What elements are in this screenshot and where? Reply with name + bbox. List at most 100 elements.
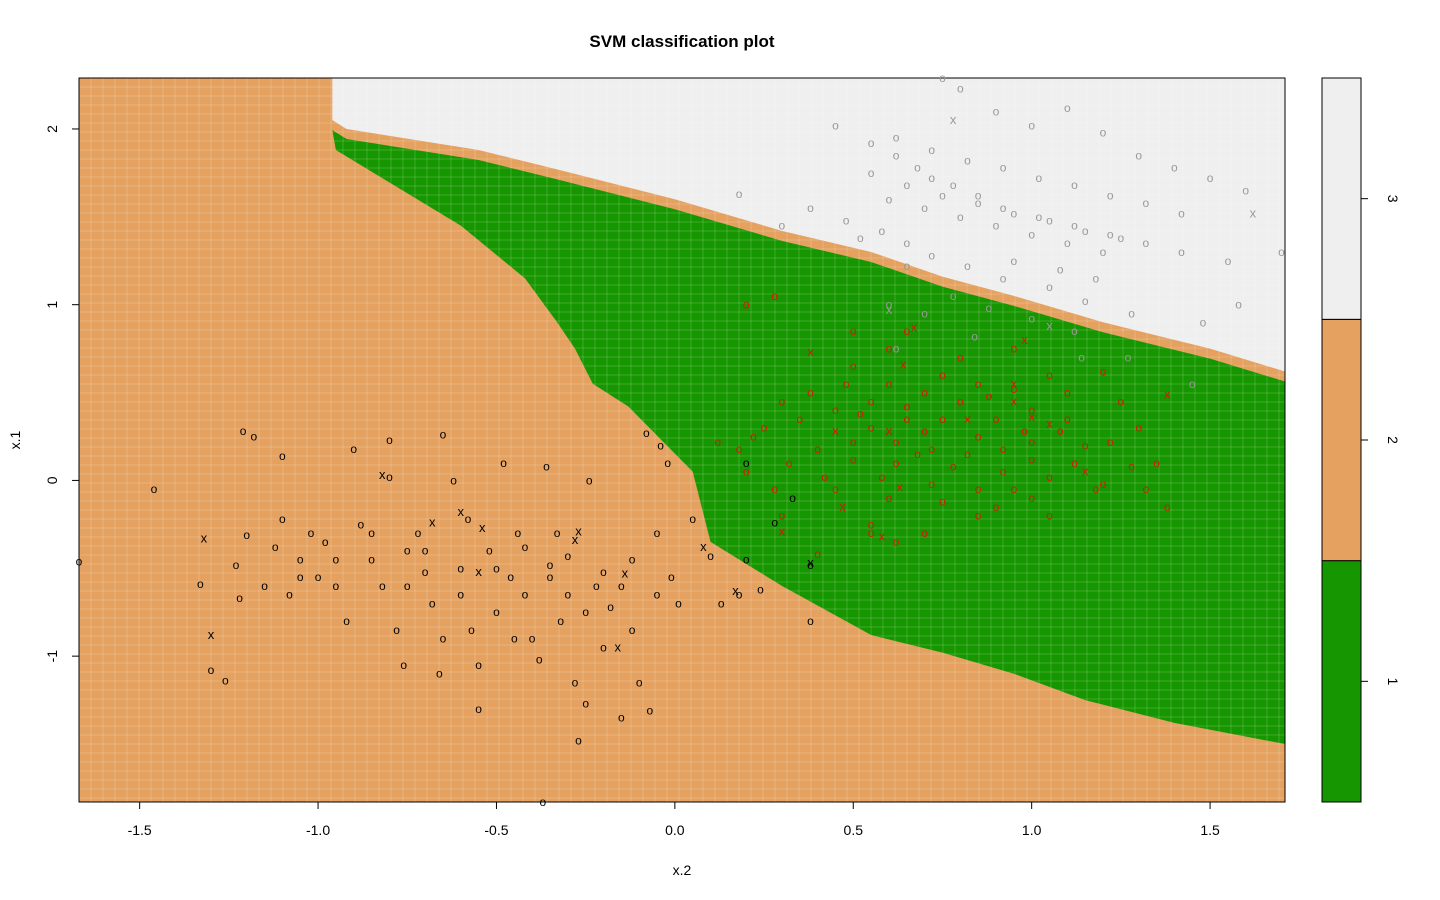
- data-point-class-2: o: [636, 676, 643, 690]
- data-point-class-2: o: [422, 565, 429, 579]
- data-point-class-2: o: [575, 733, 582, 747]
- data-point-class-2: o: [297, 552, 304, 566]
- support-vector-class-1: x: [900, 356, 907, 371]
- chart-title: SVM classification plot: [589, 32, 774, 51]
- data-point-class-3: o: [1107, 189, 1114, 203]
- data-point-class-1: o: [1000, 465, 1007, 479]
- data-point-class-1: o: [1064, 412, 1071, 426]
- data-point-class-2: o: [436, 667, 443, 681]
- support-vector-class-1: x: [1011, 376, 1018, 391]
- data-point-class-2: o: [718, 596, 725, 610]
- data-point-class-2: o: [757, 582, 764, 596]
- data-point-class-3: o: [986, 301, 993, 315]
- data-point-class-1: o: [893, 435, 900, 449]
- data-point-class-1: o: [1010, 342, 1017, 356]
- legend-label-3: 3: [1385, 195, 1401, 203]
- data-point-class-2: o: [422, 544, 429, 558]
- data-point-class-2: o: [386, 433, 393, 447]
- data-point-class-3: o: [886, 192, 893, 206]
- data-point-class-3: o: [832, 118, 839, 132]
- data-point-class-2: o: [771, 516, 778, 530]
- data-point-class-2: o: [547, 570, 554, 584]
- support-vector-class-1: x: [896, 479, 903, 494]
- legend-swatch-2: [1321, 318, 1362, 562]
- data-point-class-2: o: [643, 426, 650, 440]
- data-point-class-3: o: [1000, 161, 1007, 175]
- data-point-class-2: o: [593, 579, 600, 593]
- data-point-class-3: o: [1143, 196, 1150, 210]
- data-point-class-3: o: [993, 219, 1000, 233]
- data-point-class-1: o: [1107, 435, 1114, 449]
- x-tick-label: -0.5: [484, 822, 508, 838]
- data-point-class-1: o: [903, 400, 910, 414]
- legend-swatch-1: [1321, 560, 1362, 803]
- data-point-class-2: o: [654, 526, 661, 540]
- data-point-class-1: o: [750, 429, 757, 443]
- data-point-class-2: o: [547, 558, 554, 572]
- data-point-class-1: o: [736, 442, 743, 456]
- data-point-class-2: o: [564, 588, 571, 602]
- data-point-class-1: o: [743, 465, 750, 479]
- data-point-class-2: o: [629, 552, 636, 566]
- data-point-class-1: o: [886, 377, 893, 391]
- data-point-class-1: o: [1046, 509, 1053, 523]
- data-point-class-3: o: [1057, 263, 1064, 277]
- support-vector-class-2: x: [622, 566, 629, 581]
- data-point-class-1: o: [928, 442, 935, 456]
- data-point-class-1: o: [832, 482, 839, 496]
- data-point-class-3: o: [903, 178, 910, 192]
- data-point-class-2: o: [440, 632, 447, 646]
- data-point-class-2: o: [151, 482, 158, 496]
- region-class-1: [332, 130, 1285, 745]
- data-point-class-3: o: [1046, 213, 1053, 227]
- data-point-class-3: o: [868, 166, 875, 180]
- data-point-class-3: o: [1028, 312, 1035, 326]
- data-point-class-1: o: [1028, 435, 1035, 449]
- data-point-class-1: o: [921, 386, 928, 400]
- data-point-class-3: o: [957, 210, 964, 224]
- y-tick-label: 1: [44, 301, 60, 309]
- data-point-class-1: o: [1143, 482, 1150, 496]
- support-vector-class-1: x: [886, 423, 893, 438]
- data-point-class-3: o: [779, 219, 786, 233]
- data-point-class-2: o: [493, 605, 500, 619]
- data-point-class-2: o: [315, 570, 322, 584]
- data-point-class-3: o: [1010, 254, 1017, 268]
- support-vector-class-1: x: [911, 320, 918, 335]
- support-vector-class-2: x: [201, 530, 208, 545]
- data-point-class-2: o: [279, 512, 286, 526]
- data-point-class-2: o: [457, 561, 464, 575]
- support-vector-class-2: x: [572, 532, 579, 547]
- legend-label-2: 2: [1385, 436, 1401, 444]
- data-point-class-3: o: [975, 196, 982, 210]
- support-vector-class-2: x: [479, 520, 486, 535]
- data-point-class-2: o: [522, 540, 529, 554]
- data-point-class-1: o: [1028, 403, 1035, 417]
- data-point-class-3: o: [928, 248, 935, 262]
- data-point-class-1: o: [986, 389, 993, 403]
- support-vector-class-1: x: [1028, 409, 1035, 424]
- data-point-class-1: o: [850, 324, 857, 338]
- data-point-class-1: o: [893, 456, 900, 470]
- data-point-class-1: o: [868, 394, 875, 408]
- data-point-class-1: o: [964, 447, 971, 461]
- data-point-class-2: o: [368, 552, 375, 566]
- data-point-class-2: o: [618, 711, 625, 725]
- plot-area: [78, 77, 1286, 803]
- data-point-class-2: o: [586, 473, 593, 487]
- data-point-class-3: o: [1125, 350, 1132, 364]
- x-tick-label: -1.5: [128, 822, 152, 838]
- data-point-class-2: o: [350, 442, 357, 456]
- data-point-class-2: o: [468, 623, 475, 637]
- data-point-class-1: o: [1128, 459, 1135, 473]
- data-point-class-1: o: [993, 500, 1000, 514]
- data-point-class-3: o: [1071, 324, 1078, 338]
- data-point-class-2: o: [668, 570, 675, 584]
- y-tick-label: -1: [44, 650, 60, 663]
- data-point-class-3: o: [1035, 171, 1042, 185]
- data-point-class-1: o: [743, 298, 750, 312]
- data-point-class-1: o: [975, 429, 982, 443]
- data-point-class-3: o: [857, 231, 864, 245]
- data-point-class-3: o: [939, 189, 946, 203]
- data-point-class-1: o: [714, 435, 721, 449]
